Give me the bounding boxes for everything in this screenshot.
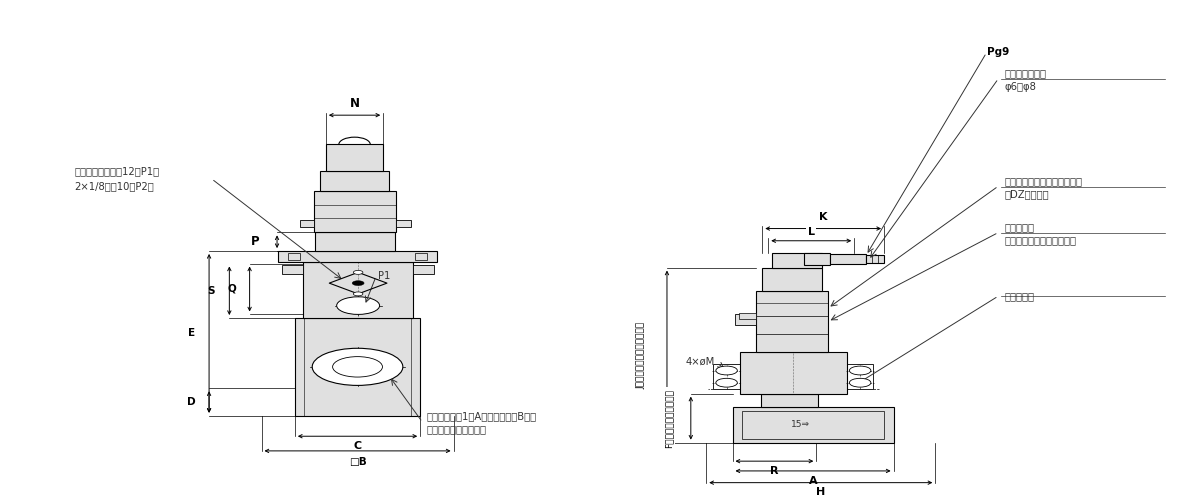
- Bar: [278, 251, 437, 262]
- Text: 管接続口径は下表参照: 管接続口径は下表参照: [426, 424, 486, 434]
- Bar: [742, 412, 884, 438]
- Text: N: N: [350, 98, 359, 110]
- Text: □B: □B: [349, 456, 367, 466]
- Circle shape: [337, 297, 380, 314]
- Bar: [866, 256, 884, 263]
- Circle shape: [849, 378, 871, 387]
- Bar: [739, 352, 847, 394]
- Circle shape: [353, 292, 363, 296]
- Text: （ノンロックプッシュ式）: （ノンロックプッシュ式）: [1004, 235, 1077, 245]
- Text: C: C: [353, 441, 362, 451]
- Bar: [734, 314, 756, 324]
- Circle shape: [353, 270, 363, 274]
- Text: 2×1/8背面10（P2）: 2×1/8背面10（P2）: [74, 181, 155, 191]
- Bar: [295, 318, 420, 416]
- Bar: [756, 291, 828, 352]
- Bar: [300, 220, 314, 228]
- Text: Pg9: Pg9: [986, 46, 1009, 56]
- Text: E: E: [188, 328, 195, 338]
- Circle shape: [716, 378, 737, 387]
- Circle shape: [716, 366, 737, 375]
- Text: Q: Q: [228, 284, 236, 294]
- Circle shape: [352, 280, 364, 285]
- Text: （DZの場合）: （DZの場合）: [1004, 190, 1049, 200]
- Text: 4×øM: 4×øM: [685, 357, 715, 367]
- Bar: [303, 262, 413, 318]
- Circle shape: [849, 366, 871, 375]
- Bar: [326, 144, 383, 172]
- Text: L: L: [807, 228, 815, 237]
- Text: F（エアオペレート形）: F（エアオペレート形）: [665, 388, 673, 448]
- Bar: [761, 394, 818, 407]
- Text: 15⇒: 15⇒: [791, 420, 810, 430]
- Bar: [762, 268, 822, 291]
- Bar: [830, 254, 866, 264]
- Text: K: K: [819, 212, 828, 222]
- Bar: [413, 266, 435, 274]
- Bar: [397, 220, 411, 228]
- Bar: [314, 191, 397, 232]
- Bar: [714, 364, 739, 389]
- Bar: [288, 254, 300, 260]
- Text: 適用コード外径: 適用コード外径: [1004, 68, 1046, 78]
- Bar: [847, 364, 873, 389]
- Text: H: H: [816, 488, 825, 498]
- Circle shape: [313, 348, 403, 386]
- Text: A: A: [809, 476, 817, 486]
- Bar: [804, 253, 830, 265]
- Bar: [315, 232, 395, 251]
- Bar: [732, 408, 894, 442]
- Text: P1: P1: [379, 272, 391, 281]
- Text: φ6～φ8: φ6～φ8: [1004, 82, 1036, 92]
- Text: D: D: [187, 397, 195, 407]
- Text: R: R: [770, 466, 779, 476]
- Text: P: P: [252, 235, 260, 248]
- Bar: [320, 172, 389, 191]
- Bar: [772, 253, 822, 268]
- Text: メインポート1（A）［背面２（B）］: メインポート1（A）［背面２（B）］: [426, 410, 537, 420]
- Text: ランプ・サージ電圧保護回路: ランプ・サージ電圧保護回路: [1004, 176, 1083, 186]
- Bar: [416, 254, 428, 260]
- Text: パイロットポート12（P1）: パイロットポート12（P1）: [74, 166, 159, 176]
- Text: ブラケット: ブラケット: [1004, 291, 1034, 301]
- Text: S: S: [207, 286, 216, 296]
- Text: マニュアル: マニュアル: [1004, 222, 1034, 232]
- Bar: [738, 312, 756, 318]
- Text: J（外部バイロット電磁形）: J（外部バイロット電磁形）: [636, 322, 646, 388]
- Bar: [282, 266, 303, 274]
